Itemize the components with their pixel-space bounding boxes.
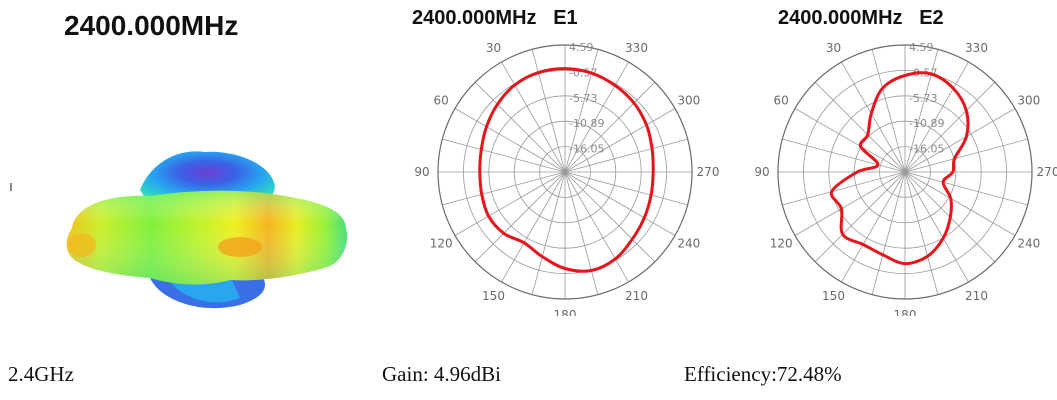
1-ring — [803, 70, 1007, 274]
0-spoke — [531, 171, 566, 295]
1-spoke — [904, 61, 969, 173]
1-ring — [879, 146, 931, 198]
0-spoke — [501, 61, 566, 173]
1-ring — [777, 44, 1033, 300]
efficiency-caption: Efficiency:72.48% — [684, 362, 842, 386]
0-angle-tick-label: 270 — [697, 165, 720, 179]
0-angle-tick-label: 30 — [486, 41, 501, 55]
0-spoke — [531, 49, 566, 173]
0-spoke — [564, 171, 656, 263]
1-spoke — [904, 138, 1028, 173]
0-spoke — [474, 81, 566, 173]
0-spoke — [564, 171, 688, 206]
0-radial-tick-label: -16.05 — [569, 143, 604, 156]
pattern3d-render — [10, 151, 348, 309]
0-ring — [463, 70, 667, 274]
0-spoke — [564, 81, 656, 173]
1-angle-tick-label: 90 — [754, 165, 769, 179]
0-angle-tick-label: 180 — [554, 308, 577, 316]
1-spoke — [904, 49, 939, 173]
e2-title: 2400.000MHz E2 — [778, 7, 944, 29]
1-spoke — [841, 171, 906, 283]
0-spoke — [501, 171, 566, 283]
1-spoke — [904, 171, 939, 295]
0-spoke — [564, 138, 688, 173]
1-grid — [777, 44, 1033, 300]
e1-title: 2400.000MHz E1 — [412, 7, 578, 29]
1-spoke — [871, 49, 906, 173]
0-spoke — [442, 138, 566, 173]
e1-polar-chart: 4.59-0.57-5.73-10.89-16.0530609012015018… — [414, 41, 720, 316]
0-spoke — [564, 108, 676, 173]
0-angle-tick-label: 300 — [677, 94, 700, 108]
e2-polar-chart: 4.59-0.57-5.73-10.89-16.0530609012015018… — [754, 41, 1057, 316]
0-spoke — [474, 171, 566, 263]
0-spoke — [564, 61, 629, 173]
0-spoke — [564, 49, 599, 173]
1-angle-tick-label: 270 — [1037, 165, 1057, 179]
1-spoke — [782, 138, 906, 173]
1-spoke — [904, 108, 1016, 173]
0-spoke — [454, 108, 566, 173]
0-radial-tick-label: -5.73 — [569, 92, 597, 105]
0-spoke — [442, 171, 566, 206]
0-angle-tick-label: 120 — [430, 237, 453, 251]
1-angle-tick-label: 210 — [965, 289, 988, 303]
0-ring — [488, 95, 642, 249]
1-spoke — [794, 171, 906, 236]
1-radial-tick-label: -10.89 — [909, 117, 944, 130]
1-angle-tick-label: 60 — [774, 94, 789, 108]
1-spoke — [782, 171, 906, 206]
0-ring — [437, 44, 693, 300]
0-radial-tick-label: 4.59 — [569, 41, 594, 54]
1-angle-tick-label: 30 — [826, 41, 841, 55]
1-radial-tick-label: 4.59 — [909, 41, 934, 54]
1-spoke — [794, 108, 906, 173]
1-spoke — [904, 81, 996, 173]
1-angle-tick-label: 180 — [894, 308, 917, 316]
0-angle-tick-label: 330 — [625, 41, 648, 55]
1-spoke — [904, 171, 1016, 236]
0-angle-tick-label: 150 — [482, 289, 505, 303]
gain-caption: Gain: 4.96dBi — [382, 362, 501, 386]
1-spoke — [841, 61, 906, 173]
0-spoke — [454, 171, 566, 236]
1-spoke — [904, 171, 969, 283]
1-angle-tick-label: 150 — [822, 289, 845, 303]
1-angle-tick-label: 240 — [1017, 237, 1040, 251]
1-ring — [828, 95, 982, 249]
0-angle-tick-label: 90 — [414, 165, 429, 179]
1-angle-tick-label: 120 — [770, 237, 793, 251]
pattern3d-title: 2400.000MHz — [64, 10, 239, 41]
1-ring — [853, 120, 957, 224]
0-spoke — [564, 171, 629, 283]
0-spoke — [564, 171, 599, 295]
0-angle-tick-label: 60 — [434, 94, 449, 108]
1-spoke — [871, 171, 906, 295]
0-angle-tick-label: 240 — [677, 237, 700, 251]
0-ring — [539, 146, 591, 198]
1-spoke — [814, 81, 906, 173]
1-angle-tick-label: 330 — [965, 41, 988, 55]
0-ring — [513, 120, 617, 224]
1-radial-tick-label: -5.73 — [909, 92, 937, 105]
0-grid — [437, 44, 693, 300]
0-angle-tick-label: 210 — [625, 289, 648, 303]
pattern3d-cursor-mark — [10, 183, 12, 191]
1-angle-tick-label: 300 — [1017, 94, 1040, 108]
1-spoke — [904, 171, 1028, 206]
0-spoke — [564, 171, 676, 236]
1-radial-tick-label: -16.05 — [909, 143, 944, 156]
1-spoke — [814, 171, 906, 263]
frequency-caption: 2.4GHz — [8, 362, 74, 386]
0-radial-tick-label: -10.89 — [569, 117, 604, 130]
